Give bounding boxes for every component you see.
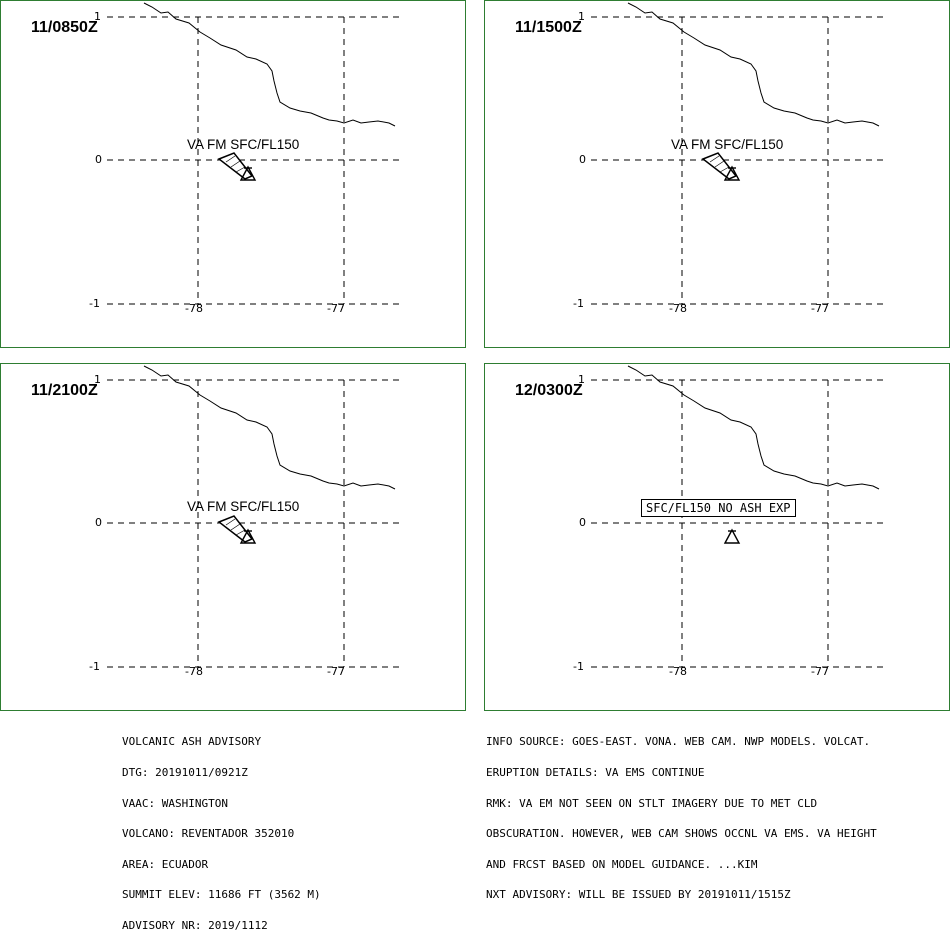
lon-label-minus77: -77 xyxy=(811,302,829,315)
volcano-icon xyxy=(723,528,741,544)
coastline xyxy=(627,365,880,490)
map-panel-1: 11/0850Z 1 0 -1 -78 -77 VA FM SFC/FL150 xyxy=(0,0,466,348)
map-graphic-1 xyxy=(107,2,401,305)
no-ash-expected-box: SFC/FL150 NO ASH EXP xyxy=(641,499,796,517)
lat-label-0: 0 xyxy=(579,516,586,529)
map-graphic-4 xyxy=(591,365,885,668)
volcano-icon xyxy=(239,165,257,181)
advisory-line: ADVISORY NR: 2019/1112 xyxy=(122,919,268,933)
volcano-icon xyxy=(239,528,257,544)
lon-label-minus78: -78 xyxy=(185,302,203,315)
coastline xyxy=(143,365,396,490)
coastline xyxy=(143,2,396,127)
valid-time-label: 12/0300Z xyxy=(515,382,583,399)
lat-label-1: 1 xyxy=(94,373,101,386)
coastline xyxy=(627,2,880,127)
ash-plume-polygon xyxy=(217,152,254,180)
ash-height-label: VA FM SFC/FL150 xyxy=(671,137,784,152)
lat-label-0: 0 xyxy=(95,516,102,529)
lat-label-minus1: -1 xyxy=(89,297,100,310)
advisory-line: ERUPTION DETAILS: VA EMS CONTINUE xyxy=(486,766,705,780)
lon-label-minus78: -78 xyxy=(185,665,203,678)
lon-label-minus77: -77 xyxy=(327,302,345,315)
valid-time-label: 11/0850Z xyxy=(31,19,98,36)
advisory-header-block: VOLCANIC ASH ADVISORY DTG: 20191011/0921… xyxy=(122,717,321,941)
advisory-line: AND FRCST BASED ON MODEL GUIDANCE. ...KI… xyxy=(486,857,758,871)
ash-plume-polygon xyxy=(701,152,738,180)
valid-time-label: 11/2100Z xyxy=(31,382,98,399)
advisory-line: SUMMIT ELEV: 11686 FT (3562 M) xyxy=(122,888,321,902)
map-panel-3: 11/2100Z 1 0 -1 -78 -77 VA FM SFC/FL150 xyxy=(0,363,466,711)
advisory-line: VAAC: WASHINGTON xyxy=(122,796,228,810)
lon-label-minus78: -78 xyxy=(669,665,687,678)
lat-label-0: 0 xyxy=(95,153,102,166)
ash-height-label: VA FM SFC/FL150 xyxy=(187,499,300,514)
lon-label-minus77: -77 xyxy=(811,665,829,678)
advisory-line: VOLCANO: REVENTADOR 352010 xyxy=(122,827,295,841)
advisory-line: RMK: VA EM NOT SEEN ON STLT IMAGERY DUE … xyxy=(486,796,818,810)
map-graphic-3 xyxy=(107,365,401,668)
advisory-line: AREA: ECUADOR xyxy=(122,857,209,871)
map-panel-2: 11/1500Z 1 0 -1 -78 -77 VA FM SFC/FL150 xyxy=(484,0,950,348)
advisory-line: VOLCANIC ASH ADVISORY xyxy=(122,735,262,749)
advisory-line: INFO SOURCE: GOES-EAST. VONA. WEB CAM. N… xyxy=(486,735,871,749)
lon-label-minus78: -78 xyxy=(669,302,687,315)
lat-label-minus1: -1 xyxy=(573,297,584,310)
lat-label-1: 1 xyxy=(94,10,101,23)
lat-label-1: 1 xyxy=(578,373,585,386)
lat-label-minus1: -1 xyxy=(573,660,584,673)
advisory-line: DTG: 20191011/0921Z xyxy=(122,766,248,780)
advisory-line: OBSCURATION. HOWEVER, WEB CAM SHOWS OCCN… xyxy=(486,827,877,841)
ash-height-label: VA FM SFC/FL150 xyxy=(187,137,300,152)
map-panel-4: 12/0300Z 1 0 -1 -78 -77 SFC/FL150 NO ASH… xyxy=(484,363,950,711)
lon-label-minus77: -77 xyxy=(327,665,345,678)
map-graphic-2 xyxy=(591,2,885,305)
valid-time-label: 11/1500Z xyxy=(515,19,582,36)
lat-label-minus1: -1 xyxy=(89,660,100,673)
lat-label-1: 1 xyxy=(578,10,585,23)
advisory-line: NXT ADVISORY: WILL BE ISSUED BY 20191011… xyxy=(486,888,791,902)
advisory-details-block: INFO SOURCE: GOES-EAST. VONA. WEB CAM. N… xyxy=(486,717,877,911)
lat-label-0: 0 xyxy=(579,153,586,166)
volcano-icon xyxy=(723,165,741,181)
ash-plume-polygon xyxy=(217,515,254,543)
